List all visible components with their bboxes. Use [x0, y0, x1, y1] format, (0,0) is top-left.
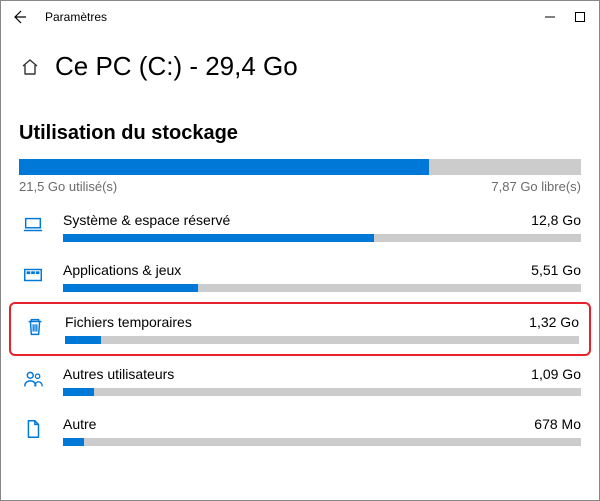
- category-label: Système & espace réservé: [63, 212, 230, 228]
- overall-labels: 21,5 Go utilisé(s) 7,87 Go libre(s): [19, 179, 581, 194]
- category-size: 12,8 Go: [531, 212, 581, 228]
- category-row[interactable]: Système & espace réservé 12,8 Go: [9, 202, 591, 252]
- home-button[interactable]: [19, 56, 41, 78]
- category-row[interactable]: Fichiers temporaires 1,32 Go: [9, 302, 591, 356]
- category-bar: [63, 438, 581, 446]
- category-size: 1,09 Go: [531, 366, 581, 382]
- window-title: Paramètres: [33, 10, 535, 24]
- category-row[interactable]: Applications & jeux 5,51 Go: [9, 252, 591, 302]
- category-bar-fill: [63, 284, 198, 292]
- category-size: 678 Mo: [534, 416, 581, 432]
- category-bar-fill: [65, 336, 101, 344]
- category-bar: [65, 336, 579, 344]
- category-label: Autres utilisateurs: [63, 366, 174, 382]
- back-button[interactable]: [5, 9, 33, 25]
- page-title: Ce PC (C:) - 29,4 Go: [55, 51, 298, 82]
- minimize-button[interactable]: [535, 12, 565, 22]
- users-icon: [19, 368, 47, 390]
- section-title: Utilisation du stockage: [1, 94, 599, 159]
- category-row[interactable]: Autres utilisateurs 1,09 Go: [9, 356, 591, 406]
- category-body: Système & espace réservé 12,8 Go: [63, 212, 581, 242]
- free-label: 7,87 Go libre(s): [491, 179, 581, 194]
- category-body: Autre 678 Mo: [63, 416, 581, 446]
- doc-icon: [19, 418, 47, 440]
- categories-list: Système & espace réservé 12,8 Go Applicati…: [1, 194, 599, 456]
- used-label: 21,5 Go utilisé(s): [19, 179, 117, 194]
- category-body: Applications & jeux 5,51 Go: [63, 262, 581, 292]
- category-label: Fichiers temporaires: [65, 314, 192, 330]
- category-bar: [63, 388, 581, 396]
- titlebar: Paramètres: [1, 1, 599, 33]
- category-size: 1,32 Go: [529, 314, 579, 330]
- category-bar: [63, 234, 581, 242]
- category-body: Fichiers temporaires 1,32 Go: [65, 314, 579, 344]
- laptop-icon: [19, 214, 47, 236]
- trash-icon: [21, 316, 49, 338]
- category-bar-fill: [63, 438, 84, 446]
- apps-icon: [19, 264, 47, 286]
- overall-bar-fill: [19, 159, 429, 175]
- category-bar: [63, 284, 581, 292]
- maximize-button[interactable]: [565, 12, 595, 22]
- minimize-icon: [545, 12, 555, 22]
- overall-bar: [19, 159, 581, 175]
- maximize-icon: [575, 12, 585, 22]
- category-label: Autre: [63, 416, 96, 432]
- page-header: Ce PC (C:) - 29,4 Go: [1, 33, 599, 94]
- category-body: Autres utilisateurs 1,09 Go: [63, 366, 581, 396]
- category-size: 5,51 Go: [531, 262, 581, 278]
- category-bar-fill: [63, 388, 94, 396]
- category-row[interactable]: Autre 678 Mo: [9, 406, 591, 456]
- home-icon: [20, 57, 40, 77]
- category-label: Applications & jeux: [63, 262, 181, 278]
- arrow-left-icon: [11, 9, 27, 25]
- overall-usage: 21,5 Go utilisé(s) 7,87 Go libre(s): [1, 159, 599, 194]
- category-bar-fill: [63, 234, 374, 242]
